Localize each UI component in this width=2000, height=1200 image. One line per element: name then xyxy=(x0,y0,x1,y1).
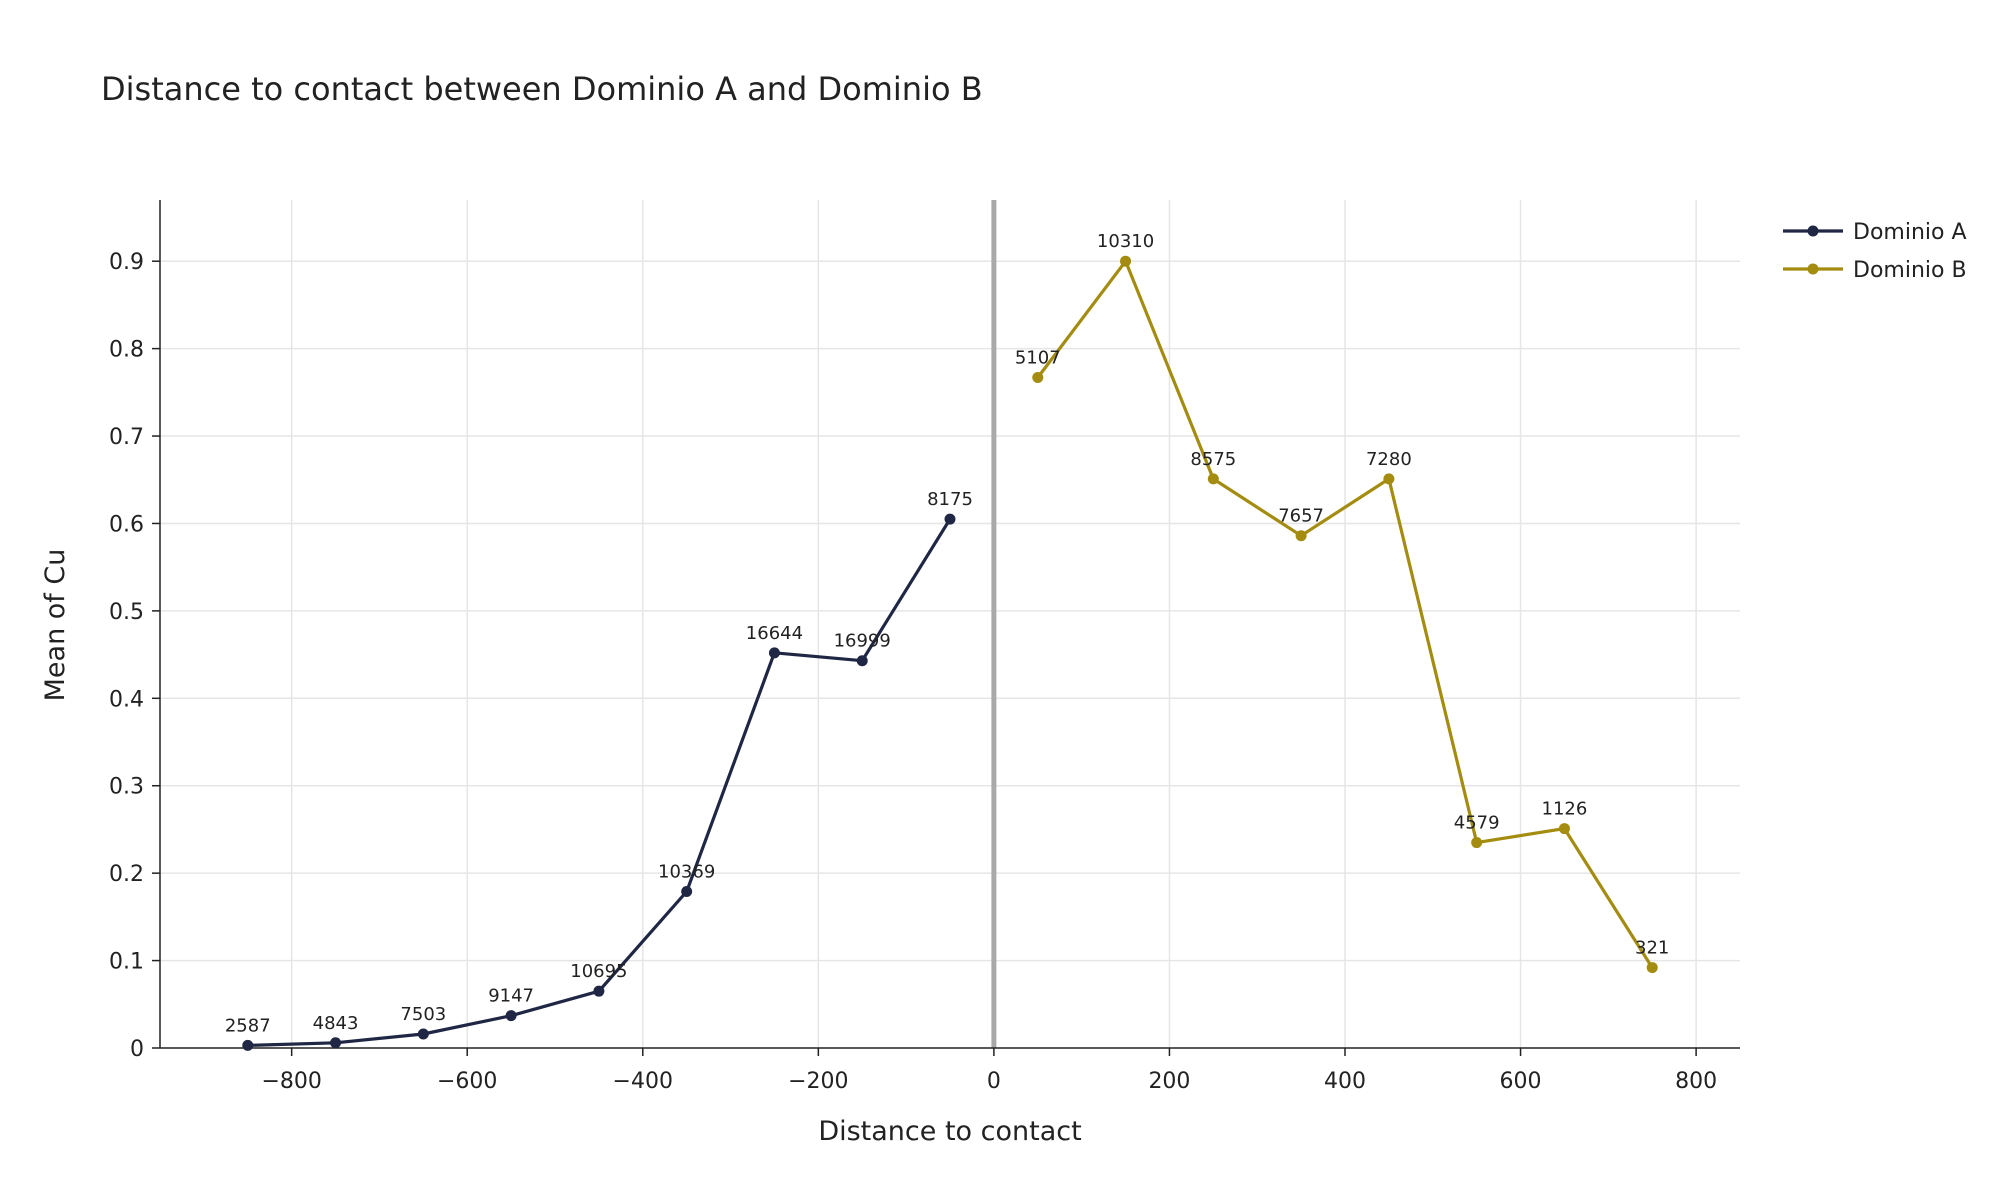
x-tick-label: 200 xyxy=(1148,1069,1190,1094)
series-a: 2587 4843 7503 9147 10695 10369 16644 16999 8175 xyxy=(225,489,973,1051)
x-axis-ticks: −800 −600 −400 −200 0 200 400 600 800 xyxy=(261,1048,1717,1094)
x-tick-label: −800 xyxy=(261,1069,321,1094)
data-label: 7280 xyxy=(1366,449,1412,470)
legend-item-dominio-a[interactable]: Dominio A xyxy=(1783,220,1967,245)
axes xyxy=(159,200,1740,1049)
x-tick-label: 400 xyxy=(1324,1069,1366,1094)
data-label: 4843 xyxy=(313,1013,359,1034)
y-tick-label: 0.1 xyxy=(109,950,144,975)
x-axis-title: Distance to contact xyxy=(818,1116,1081,1147)
data-label: 4579 xyxy=(1454,813,1500,834)
data-point[interactable] xyxy=(1295,530,1307,542)
data-point[interactable] xyxy=(242,1039,254,1051)
data-label: 2587 xyxy=(225,1015,271,1036)
series-line xyxy=(1036,259,1654,969)
data-label: 7657 xyxy=(1278,506,1324,527)
x-tick-label: −200 xyxy=(788,1069,848,1094)
data-point[interactable] xyxy=(1120,255,1132,267)
data-point[interactable] xyxy=(330,1037,342,1049)
data-point[interactable] xyxy=(1383,473,1395,485)
data-label: 16644 xyxy=(746,623,803,644)
chart-title: Distance to contact between Dominio A an… xyxy=(101,70,983,108)
legend-marker xyxy=(1807,225,1819,237)
data-label: 5107 xyxy=(1015,347,1061,368)
series-group: 2587 4843 7503 9147 10695 10369 16644 16999 8175… xyxy=(225,231,1669,1051)
data-point[interactable] xyxy=(944,513,956,525)
x-tick-label: −600 xyxy=(437,1069,497,1094)
data-point[interactable] xyxy=(681,886,693,898)
data-label: 10369 xyxy=(658,862,715,883)
data-label: 10310 xyxy=(1097,231,1154,252)
x-tick-label: −400 xyxy=(613,1069,673,1094)
legend-label: Dominio B xyxy=(1853,258,1967,283)
y-tick-label: 0.5 xyxy=(109,600,144,625)
data-label: 9147 xyxy=(488,986,534,1007)
data-point[interactable] xyxy=(768,647,780,659)
y-tick-label: 0.7 xyxy=(109,425,144,450)
data-point[interactable] xyxy=(593,985,605,997)
x-tick-label: 600 xyxy=(1500,1069,1542,1094)
x-tick-label: 800 xyxy=(1675,1069,1717,1094)
data-point[interactable] xyxy=(1646,962,1658,974)
data-label: 321 xyxy=(1635,938,1669,959)
data-point[interactable] xyxy=(1032,371,1044,383)
data-point[interactable] xyxy=(1471,837,1483,849)
data-point[interactable] xyxy=(856,655,868,667)
legend[interactable]: Dominio A Dominio B xyxy=(1783,220,1967,283)
y-tick-label: 0.8 xyxy=(109,338,144,363)
legend-item-dominio-b[interactable]: Dominio B xyxy=(1783,258,1967,283)
data-point[interactable] xyxy=(1207,473,1219,485)
y-tick-label: 0 xyxy=(130,1037,144,1062)
y-axis-ticks: 0 0.1 0.2 0.3 0.4 0.5 0.6 0.7 0.8 0.9 xyxy=(109,250,160,1062)
data-point[interactable] xyxy=(417,1028,429,1040)
y-tick-label: 0.2 xyxy=(109,862,144,887)
grid-lines xyxy=(160,200,1740,1048)
legend-label: Dominio A xyxy=(1853,220,1967,245)
data-label: 8575 xyxy=(1190,449,1236,470)
data-label: 10695 xyxy=(570,961,627,982)
y-tick-label: 0.4 xyxy=(109,687,144,712)
data-label: 7503 xyxy=(400,1004,446,1025)
y-tick-label: 0.6 xyxy=(109,512,144,537)
y-axis-title: Mean of Cu xyxy=(40,549,71,702)
data-point[interactable] xyxy=(1558,823,1570,835)
data-label: 16999 xyxy=(834,631,891,652)
data-label: 8175 xyxy=(927,489,973,510)
data-point[interactable] xyxy=(505,1010,517,1022)
y-tick-label: 0.3 xyxy=(109,775,144,800)
x-tick-label: 0 xyxy=(987,1069,1001,1094)
data-label: 1126 xyxy=(1542,799,1588,820)
y-tick-label: 0.9 xyxy=(109,250,144,275)
series-b: 5107 10310 8575 7657 7280 4579 1126 321 xyxy=(1015,231,1669,974)
legend-marker xyxy=(1807,263,1819,275)
